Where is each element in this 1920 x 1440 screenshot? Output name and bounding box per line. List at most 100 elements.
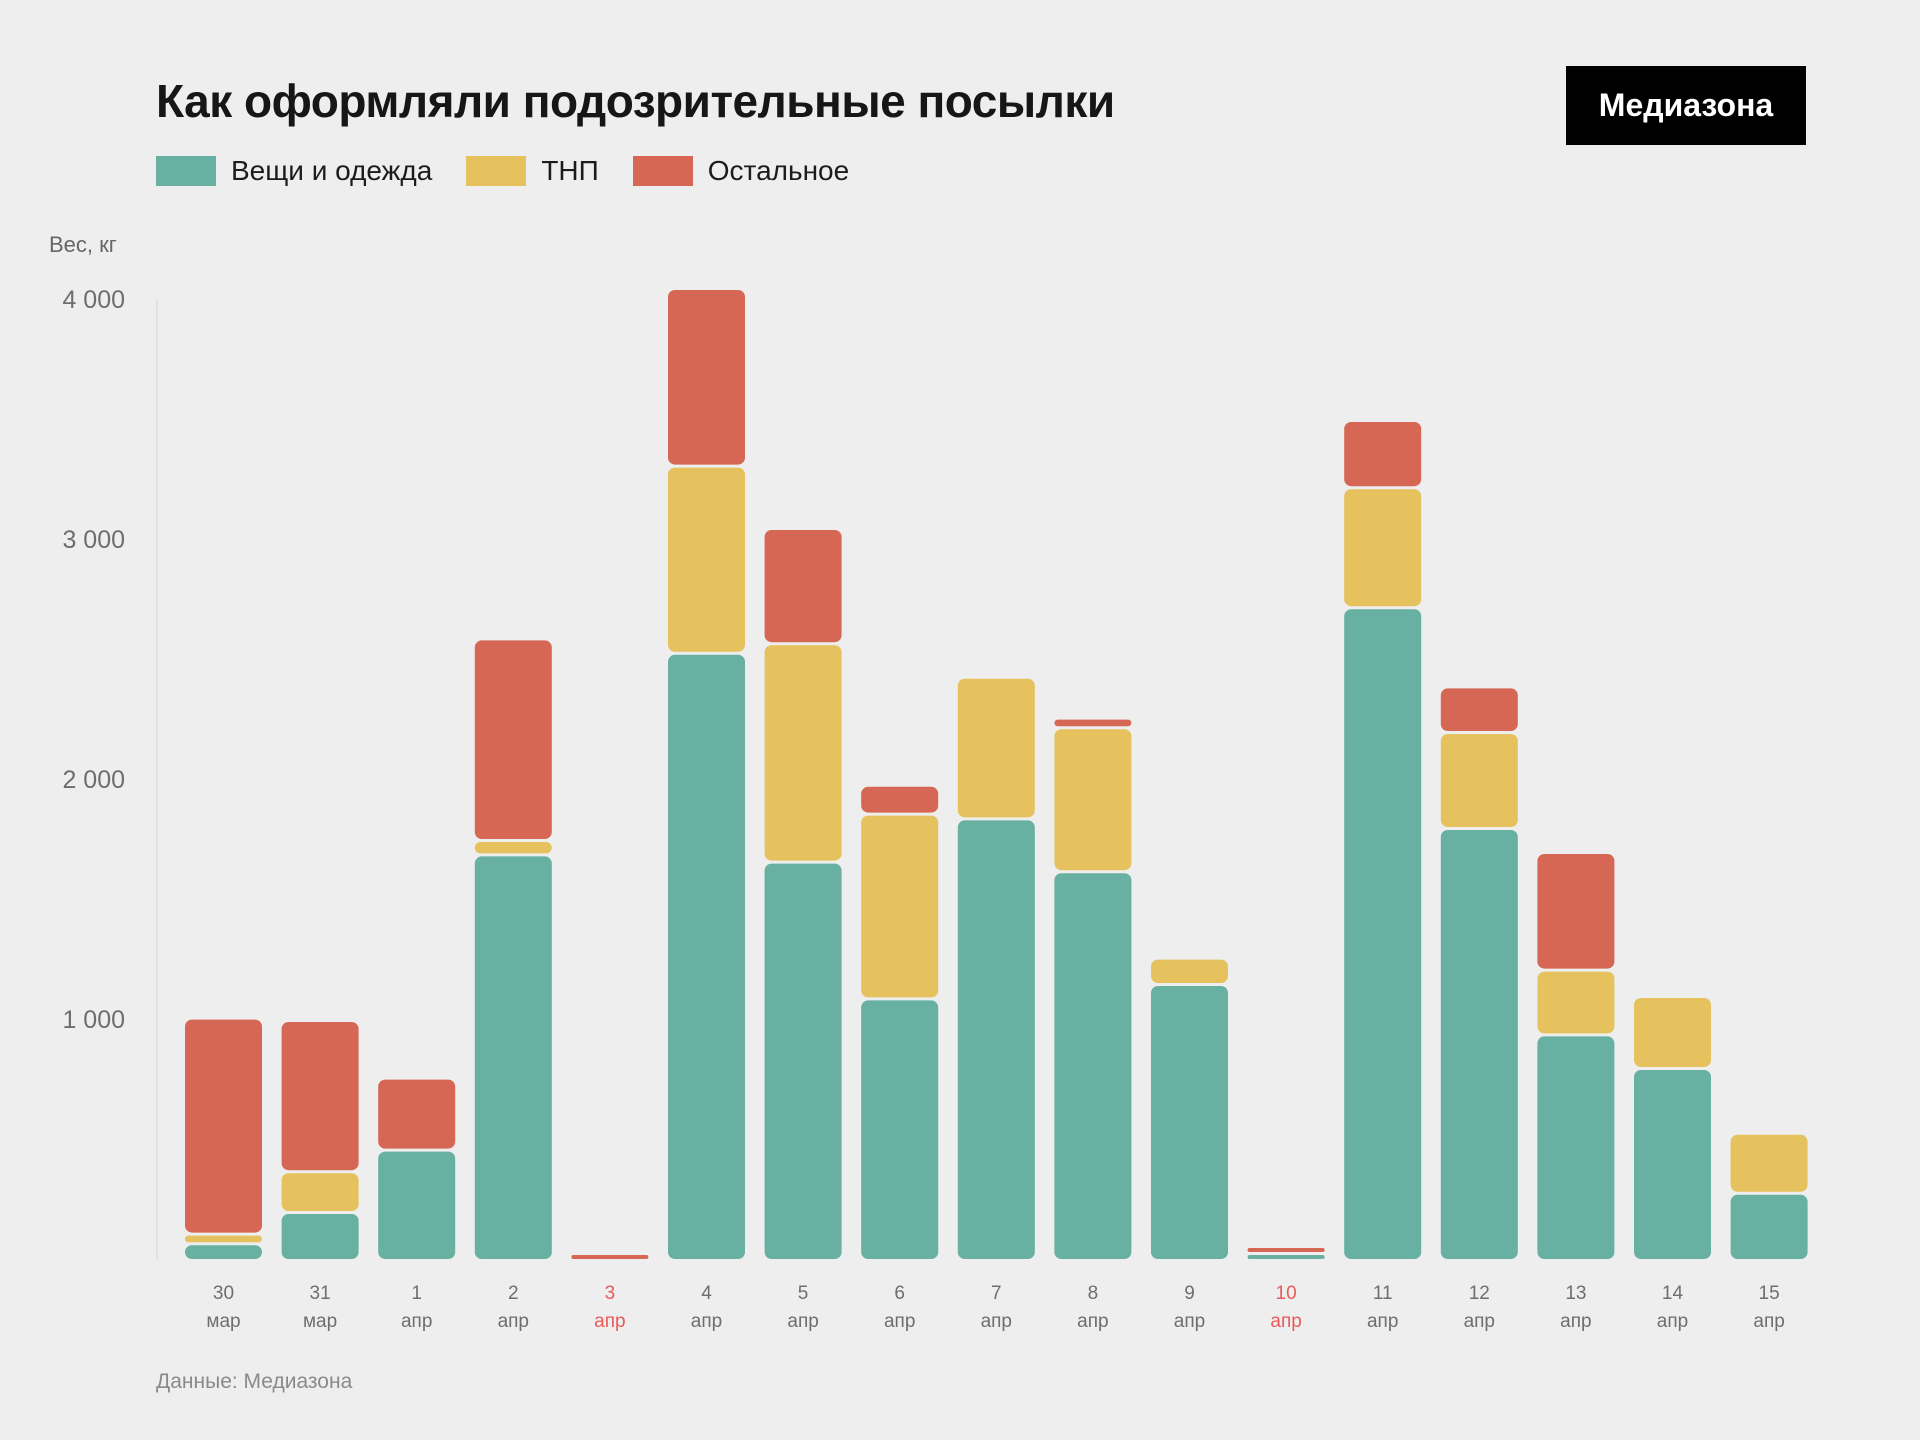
bar-segment-other xyxy=(1054,719,1132,727)
x-tick-day: 7 xyxy=(991,1283,1002,1304)
x-tick-month: апр xyxy=(1077,1311,1108,1332)
bar-stack xyxy=(1634,998,1711,1259)
chart-title: Как оформляли подозрительные посылки xyxy=(156,75,1115,127)
bar-segment-consumer-goods xyxy=(1537,971,1615,1034)
bar-stack xyxy=(1537,854,1615,1259)
y-tick-label: 1 000 xyxy=(62,1006,125,1034)
bar-segment-other xyxy=(281,1022,359,1171)
mediazona-logo: Медиазона xyxy=(1566,66,1806,145)
bar-segment-consumer-goods xyxy=(1730,1134,1808,1192)
x-tick-month: апр xyxy=(498,1311,529,1332)
bar-stack xyxy=(1440,688,1518,1259)
bar-stack xyxy=(1344,422,1422,1259)
bar-segment-other xyxy=(1440,688,1518,731)
bar-stack xyxy=(1151,959,1228,1259)
bar-segment-clothes xyxy=(378,1151,456,1259)
x-tick-day: 10 xyxy=(1276,1283,1297,1304)
bar-segment-clothes xyxy=(281,1214,359,1259)
y-axis-label: Вес, кг xyxy=(49,232,117,257)
bar-segment-clothes xyxy=(1440,830,1518,1259)
bar-segment-other xyxy=(1247,1248,1325,1252)
bar-segment-clothes xyxy=(1151,986,1228,1259)
bar-segment-clothes xyxy=(1730,1194,1808,1259)
bar-segment-consumer-goods xyxy=(474,842,552,854)
x-tick-month: апр xyxy=(594,1311,625,1332)
legend-label-consumer-goods: ТНП xyxy=(541,155,599,186)
bars xyxy=(185,290,1808,1259)
bar-segment-consumer-goods xyxy=(1634,998,1711,1067)
x-tick-month: апр xyxy=(884,1311,915,1332)
bar-segment-other xyxy=(1344,422,1422,487)
bar-segment-other xyxy=(571,1255,649,1259)
x-tick-month: апр xyxy=(787,1311,818,1332)
x-tick-day: 12 xyxy=(1469,1283,1490,1304)
bar-stack xyxy=(571,1255,649,1259)
bar-segment-clothes xyxy=(861,1000,939,1259)
x-tick-day: 9 xyxy=(1184,1283,1195,1304)
bar-segment-consumer-goods xyxy=(1440,734,1518,827)
bar-segment-clothes xyxy=(1344,609,1422,1259)
x-tick-month: апр xyxy=(691,1311,722,1332)
bar-stack xyxy=(668,290,745,1259)
bar-stack xyxy=(861,786,939,1259)
bar-segment-clothes xyxy=(1634,1070,1711,1259)
bar-stack xyxy=(185,1019,262,1259)
legend-item-clothes: Вещи и одежда xyxy=(156,155,432,187)
legend-swatch-consumer-goods xyxy=(466,156,527,186)
x-tick-day: 30 xyxy=(213,1283,234,1304)
bar-segment-consumer-goods xyxy=(1344,489,1422,607)
bar-segment-clothes xyxy=(1054,873,1132,1259)
bar-stack xyxy=(1730,1134,1808,1259)
legend-swatch-other xyxy=(632,156,693,186)
legend-swatch-clothes xyxy=(156,156,216,186)
x-tick-day: 4 xyxy=(701,1283,712,1304)
x-tick-day: 11 xyxy=(1373,1283,1393,1304)
x-tick-day: 14 xyxy=(1662,1283,1684,1304)
data-source: Данные: Медиазона xyxy=(156,1370,353,1393)
x-tick-day: 5 xyxy=(798,1283,809,1304)
x-tick-day: 15 xyxy=(1759,1283,1780,1304)
y-tick-label: 3 000 xyxy=(62,526,125,554)
x-tick-month: апр xyxy=(981,1311,1012,1332)
bar-stack xyxy=(281,1022,359,1259)
bar-segment-consumer-goods xyxy=(861,815,939,998)
bar-segment-clothes xyxy=(668,654,745,1259)
bar-stack xyxy=(1247,1248,1325,1259)
bar-segment-consumer-goods xyxy=(281,1173,359,1211)
bar-segment-clothes xyxy=(1247,1255,1325,1259)
bar-segment-other xyxy=(764,530,842,643)
bar-segment-other xyxy=(861,786,939,813)
legend-item-other: Остальное xyxy=(632,155,850,187)
x-tick-month: мар xyxy=(206,1311,240,1332)
y-tick-label: 4 000 xyxy=(62,286,125,314)
bar-segment-other xyxy=(474,640,552,839)
bar-segment-other xyxy=(378,1079,456,1149)
x-tick-day: 3 xyxy=(605,1283,616,1304)
x-tick-month: апр xyxy=(1657,1311,1688,1332)
bar-segment-clothes xyxy=(474,856,552,1259)
bar-segment-clothes xyxy=(764,863,842,1259)
x-tick-month: апр xyxy=(1367,1311,1398,1332)
y-tick-labels: 1 000 2 000 3 000 4 000 xyxy=(62,286,125,1034)
x-tick-day: 1 xyxy=(411,1283,422,1304)
bar-segment-consumer-goods xyxy=(1151,959,1228,983)
bar-stack xyxy=(378,1079,456,1259)
x-tick-day: 8 xyxy=(1088,1283,1099,1304)
bar-segment-clothes xyxy=(957,820,1035,1259)
bar-segment-other xyxy=(1537,854,1615,969)
x-tick-month: апр xyxy=(1174,1311,1205,1332)
legend-label-clothes: Вещи и одежда xyxy=(231,155,433,186)
x-tick-labels: 30 мар 31 мар 1 апр 2 апр 3 апр 4 апр 5 апр 6 апр 7 апр 8 а… xyxy=(206,1283,1784,1332)
bar-segment-consumer-goods xyxy=(185,1235,262,1243)
bar-segment-consumer-goods xyxy=(1054,729,1132,871)
bar-segment-clothes xyxy=(185,1245,262,1259)
chart-legend: Вещи и одежда ТНП Остальное xyxy=(156,155,883,187)
x-tick-day: 2 xyxy=(508,1283,519,1304)
bar-segment-clothes xyxy=(1537,1036,1615,1259)
x-tick-month: апр xyxy=(401,1311,432,1332)
legend-label-other: Остальное xyxy=(707,155,850,186)
bar-segment-other xyxy=(185,1019,262,1233)
bar-segment-other xyxy=(668,290,745,465)
bar-stack xyxy=(474,640,552,1259)
x-tick-month: апр xyxy=(1560,1311,1591,1332)
